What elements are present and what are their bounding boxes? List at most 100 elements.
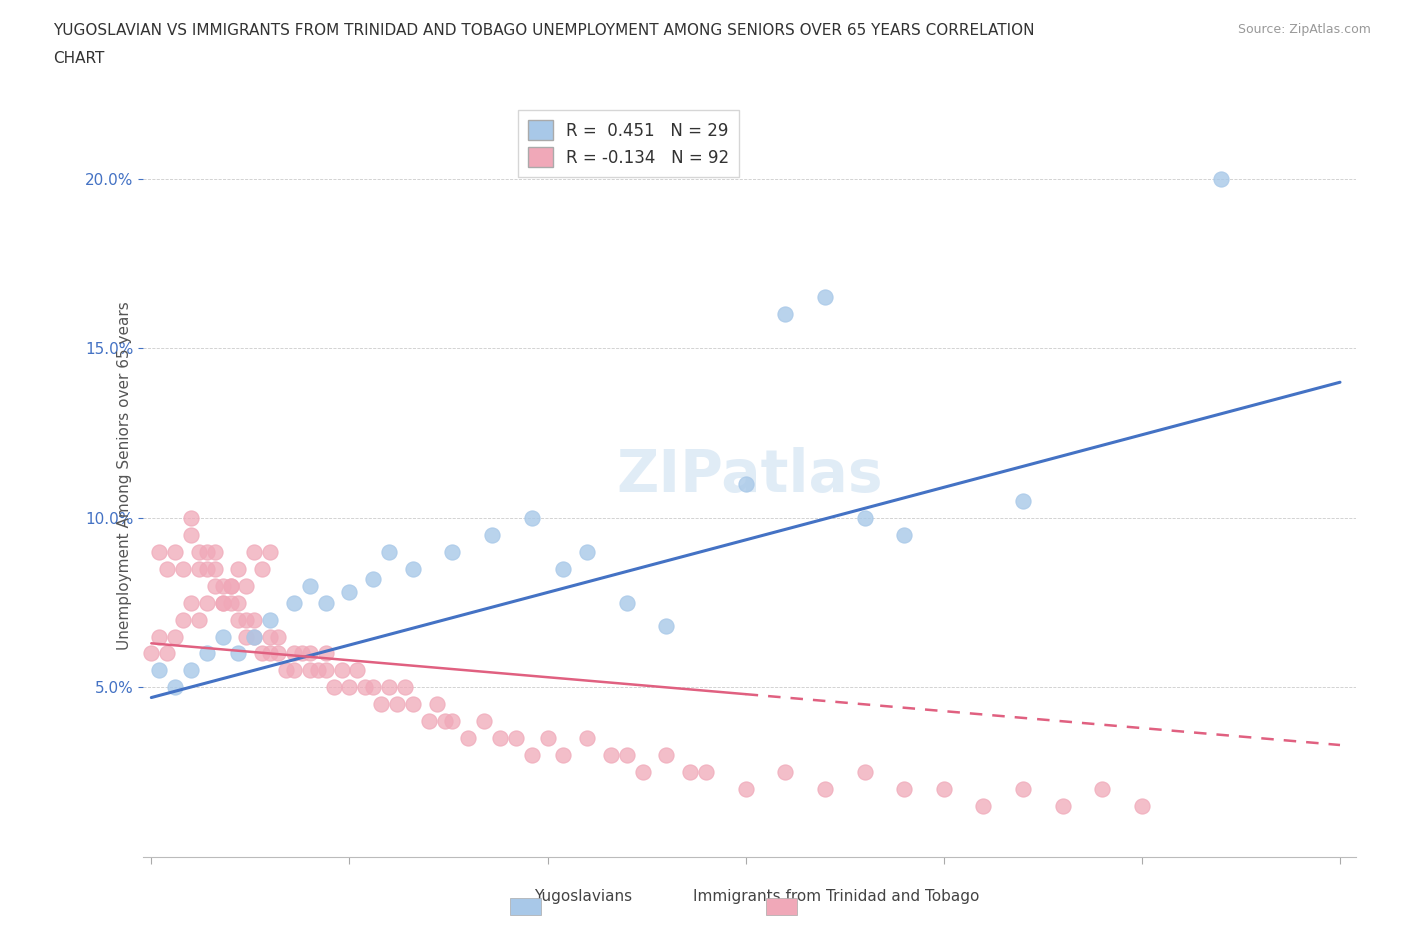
Text: Immigrants from Trinidad and Tobago: Immigrants from Trinidad and Tobago [693, 889, 980, 904]
Point [433, 714, 456, 729]
Point [259, 612, 281, 627]
Point [187, 544, 209, 559]
Point [553, 562, 575, 577]
Point [187, 562, 209, 577]
Point [165, 544, 187, 559]
Point [346, 663, 368, 678]
Point [156, 562, 179, 577]
Point [489, 731, 512, 746]
Point [148, 629, 170, 644]
Point [211, 595, 233, 610]
Point [219, 578, 242, 593]
Point [814, 290, 837, 305]
Point [283, 646, 305, 661]
Point [156, 646, 179, 661]
Text: Yugoslavians: Yugoslavians [534, 889, 633, 904]
Point [195, 562, 218, 577]
Point [385, 697, 408, 711]
Y-axis label: Unemployment Among Seniors over 65 years: Unemployment Among Seniors over 65 years [117, 301, 132, 650]
Point [576, 544, 599, 559]
Point [211, 578, 233, 593]
Text: Source: ZipAtlas.com: Source: ZipAtlas.com [1237, 23, 1371, 36]
Point [165, 680, 187, 695]
Point [180, 527, 202, 542]
Point [228, 612, 250, 627]
Point [520, 748, 543, 763]
Point [252, 562, 274, 577]
Point [402, 697, 425, 711]
Point [378, 544, 401, 559]
Point [219, 595, 242, 610]
Point [172, 562, 194, 577]
Point [631, 764, 654, 779]
Point [441, 544, 464, 559]
Point [418, 714, 440, 729]
Point [576, 731, 599, 746]
Point [195, 646, 218, 661]
Point [141, 646, 163, 661]
Point [259, 544, 281, 559]
Point [361, 571, 384, 586]
Point [426, 697, 449, 711]
Point [322, 680, 344, 695]
Point [315, 595, 337, 610]
Point [211, 629, 233, 644]
Point [267, 646, 290, 661]
Point [180, 511, 202, 525]
Point [195, 595, 218, 610]
Point [298, 663, 321, 678]
Point [1052, 799, 1074, 814]
Point [655, 618, 678, 633]
Point [187, 612, 209, 627]
Text: CHART: CHART [53, 51, 105, 66]
Point [505, 731, 527, 746]
Point [180, 595, 202, 610]
Text: ZIPatlas: ZIPatlas [616, 447, 883, 504]
Point [655, 748, 678, 763]
Point [679, 764, 702, 779]
Point [291, 646, 314, 661]
Point [457, 731, 479, 746]
Point [307, 663, 329, 678]
Point [243, 612, 266, 627]
Point [361, 680, 384, 695]
Legend: R =  0.451   N = 29, R = -0.134   N = 92: R = 0.451 N = 29, R = -0.134 N = 92 [517, 110, 740, 178]
Point [616, 595, 638, 610]
Point [853, 511, 876, 525]
Point [228, 562, 250, 577]
Point [441, 714, 464, 729]
Point [259, 646, 281, 661]
Point [1130, 799, 1153, 814]
Point [370, 697, 392, 711]
Point [339, 680, 361, 695]
Point [734, 476, 756, 491]
Point [1012, 494, 1035, 509]
Point [235, 629, 257, 644]
Point [814, 781, 837, 796]
Point [315, 663, 337, 678]
Point [553, 748, 575, 763]
Point [243, 629, 266, 644]
Point [267, 629, 290, 644]
Point [1012, 781, 1035, 796]
Point [378, 680, 401, 695]
Point [893, 781, 915, 796]
Point [402, 562, 425, 577]
Point [274, 663, 297, 678]
Text: YUGOSLAVIAN VS IMMIGRANTS FROM TRINIDAD AND TOBAGO UNEMPLOYMENT AMONG SENIORS OV: YUGOSLAVIAN VS IMMIGRANTS FROM TRINIDAD … [53, 23, 1035, 38]
Point [148, 544, 170, 559]
Point [1211, 171, 1233, 186]
Point [536, 731, 558, 746]
Point [481, 527, 503, 542]
Point [148, 663, 170, 678]
Point [283, 663, 305, 678]
Point [195, 544, 218, 559]
Point [165, 629, 187, 644]
Point [600, 748, 623, 763]
Point [695, 764, 717, 779]
Point [243, 544, 266, 559]
Point [219, 578, 242, 593]
Point [180, 663, 202, 678]
Point [775, 764, 797, 779]
Point [339, 585, 361, 600]
